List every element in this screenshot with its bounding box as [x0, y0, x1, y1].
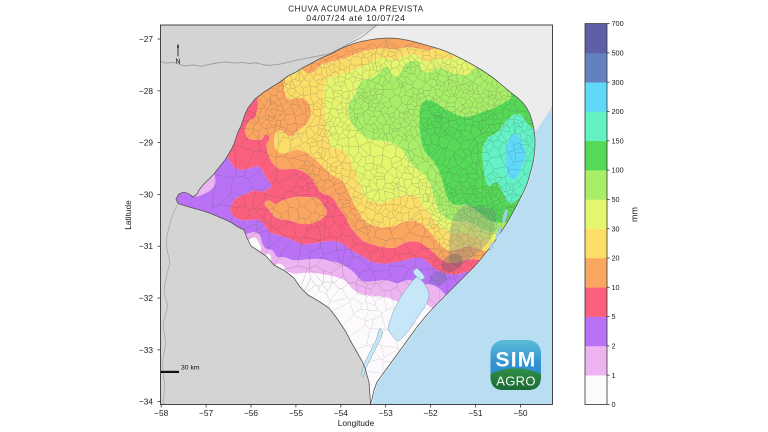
svg-text:−55: −55 — [289, 408, 303, 418]
svg-text:700: 700 — [612, 19, 624, 28]
svg-text:20: 20 — [612, 254, 620, 263]
svg-text:−50: −50 — [513, 408, 527, 418]
svg-text:−52: −52 — [424, 408, 438, 418]
svg-text:30: 30 — [612, 224, 620, 233]
svg-text:−57: −57 — [199, 408, 213, 418]
svg-text:−54: −54 — [334, 408, 348, 418]
svg-text:−30: −30 — [139, 189, 153, 199]
svg-text:−29: −29 — [139, 138, 153, 148]
svg-text:−31: −31 — [139, 241, 153, 251]
svg-text:mm: mm — [630, 207, 640, 222]
svg-text:150: 150 — [612, 136, 624, 145]
svg-text:−34: −34 — [139, 397, 153, 407]
svg-text:CHUVA ACUMULADA PREVISTA: CHUVA ACUMULADA PREVISTA — [288, 4, 424, 13]
svg-text:04/07/24 até 10/07/24: 04/07/24 até 10/07/24 — [306, 13, 405, 23]
svg-text:−32: −32 — [139, 293, 153, 303]
svg-text:−27: −27 — [139, 34, 153, 44]
svg-text:Longitude: Longitude — [338, 418, 375, 428]
svg-text:300: 300 — [612, 78, 624, 87]
svg-text:−28: −28 — [139, 86, 153, 96]
svg-text:SIM: SIM — [496, 349, 537, 372]
svg-text:50: 50 — [612, 195, 620, 204]
svg-text:500: 500 — [612, 49, 624, 58]
svg-text:10: 10 — [612, 283, 620, 292]
svg-text:200: 200 — [612, 107, 624, 116]
svg-text:2: 2 — [612, 342, 616, 351]
svg-text:Latitude: Latitude — [123, 200, 133, 230]
svg-text:100: 100 — [612, 166, 624, 175]
svg-text:N: N — [175, 59, 180, 66]
svg-text:AGRO: AGRO — [496, 374, 535, 389]
svg-text:−56: −56 — [244, 408, 258, 418]
svg-text:−33: −33 — [139, 345, 153, 355]
svg-text:−53: −53 — [379, 408, 393, 418]
svg-text:0: 0 — [612, 400, 616, 409]
svg-text:1: 1 — [612, 371, 616, 380]
svg-text:−51: −51 — [468, 408, 482, 418]
svg-text:30 km: 30 km — [181, 364, 200, 371]
svg-text:−58: −58 — [154, 408, 168, 418]
svg-text:5: 5 — [612, 312, 616, 321]
